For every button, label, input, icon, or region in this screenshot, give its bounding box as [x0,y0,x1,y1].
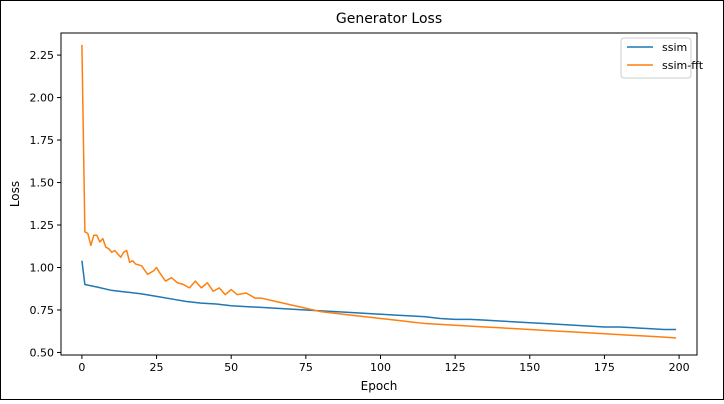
x-tick-label: 150 [519,361,540,374]
plot-border [60,32,698,356]
series-layer [81,44,677,339]
x-tick-label: 100 [370,361,391,374]
y-axis-ticks: 0.50 0.75 1.00 1.25 1.50 1.75 2.00 2.25 [30,49,61,359]
y-tick-label: 1.25 [30,219,55,232]
x-tick-label: 200 [669,361,690,374]
legend: ssim ssim-fft [620,37,704,79]
x-tick-label: 50 [224,361,238,374]
series-line-ssim [81,260,677,331]
x-axis-label: Epoch [361,379,398,393]
x-tick-label: 75 [299,361,313,374]
y-tick-label: 1.75 [30,134,55,147]
series-line-ssim-fft [81,44,677,339]
y-tick-label: 2.00 [30,92,55,105]
x-axis-ticks: 0 25 50 75 100 125 150 175 200 [78,355,690,374]
x-tick-label: 0 [78,361,85,374]
x-tick-label: 175 [594,361,615,374]
y-tick-label: 2.25 [30,49,55,62]
plot-area [60,32,698,356]
y-tick-label: 0.50 [30,346,55,359]
plot-background [61,33,697,355]
y-tick-label: 0.75 [30,304,55,317]
x-tick-label: 125 [445,361,466,374]
y-axis-label: Loss [8,181,22,207]
y-tick-label: 1.00 [30,261,55,274]
legend-box [620,37,692,79]
legend-label-ssim: ssim [662,41,687,54]
y-tick-label: 1.50 [30,177,55,190]
chart-title: Generator Loss [336,11,442,27]
x-tick-label: 25 [150,361,164,374]
legend-label-ssim-fft: ssim-fft [662,59,704,72]
